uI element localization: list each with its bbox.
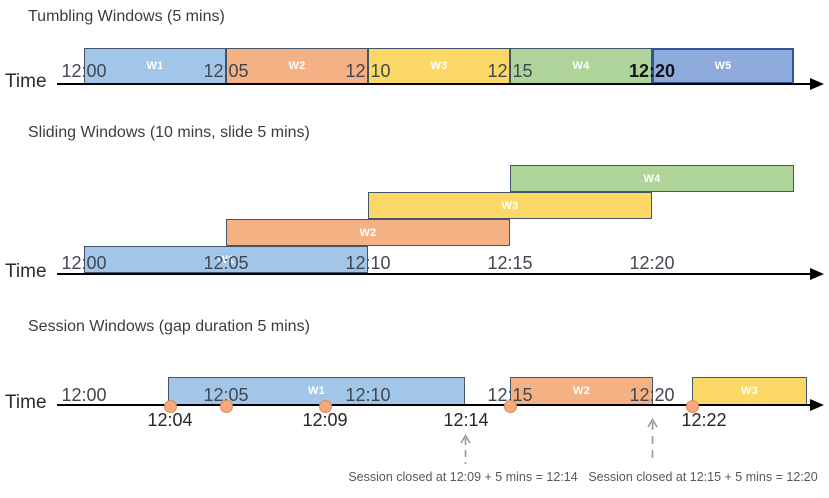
session-window-w3-label: W3 xyxy=(740,385,759,397)
event-dot-1222 xyxy=(686,400,699,413)
session-window-w1: W1 xyxy=(168,377,465,405)
session-window-w1-label: W1 xyxy=(307,385,326,397)
sliding-tick-1215: 12:15 xyxy=(487,253,533,273)
event-dot-1209 xyxy=(319,400,332,413)
event-label-1214: 12:14 xyxy=(443,410,489,430)
event-label-1204: 12:04 xyxy=(147,410,193,430)
session-tick-1200: 12:00 xyxy=(61,385,107,405)
tumbling-tick-1215: 12:15 xyxy=(487,61,533,81)
sliding-window-w3: W3 xyxy=(368,192,652,219)
sliding-tick-1220: 12:20 xyxy=(629,253,675,273)
tumbling-window-w3-label: W3 xyxy=(430,60,448,72)
session-time-axis-label: Time xyxy=(5,392,47,413)
tumbling-time-axis-label: Time xyxy=(5,71,47,92)
tumbling-window-w1-label: W1 xyxy=(146,60,164,72)
session-close-arrow-2-icon xyxy=(646,417,659,469)
tumbling-timeline-arrow-icon xyxy=(810,78,824,90)
session-title: Session Windows (gap duration 5 mins) xyxy=(28,318,310,335)
session-window-w2-label: W2 xyxy=(572,385,591,397)
sliding-window-w1-label: W1 xyxy=(217,253,235,266)
session-timeline xyxy=(57,404,810,406)
session-tick-1205: 12:05 xyxy=(203,385,249,405)
tumbling-tick-1210: 12:10 xyxy=(345,61,391,81)
sliding-window-w1: W1 xyxy=(84,246,368,273)
tumbling-title: Tumbling Windows (5 mins) xyxy=(28,8,225,25)
tumbling-timeline xyxy=(57,83,810,85)
tumbling-window-w5: W5 xyxy=(652,48,794,84)
event-label-1209: 12:09 xyxy=(302,410,348,430)
tumbling-tick-1200: 12:00 xyxy=(61,61,107,81)
sliding-time-axis-label: Time xyxy=(5,261,47,282)
tumbling-tick-1205: 12:05 xyxy=(203,61,249,81)
tumbling-tick-1220: 12:20 xyxy=(628,61,676,81)
event-dot-1215 xyxy=(504,400,517,413)
sliding-window-w4-label: W4 xyxy=(643,172,661,185)
session-tick-1220: 12:20 xyxy=(629,385,675,405)
sliding-timeline-arrow-icon xyxy=(810,268,824,280)
session-window-w2: W2 xyxy=(510,377,653,405)
session-tick-1215: 12:15 xyxy=(487,385,533,405)
session-close-annotation-2: Session closed at 12:15 + 5 mins = 12:20 xyxy=(588,470,818,484)
event-dot-1204 xyxy=(164,400,177,413)
event-dot-1205 xyxy=(220,400,233,413)
tumbling-window-w3: W3 xyxy=(368,48,510,84)
sliding-title: Sliding Windows (10 mins, slide 5 mins) xyxy=(28,124,310,141)
tumbling-window-w5-label: W5 xyxy=(714,60,732,72)
session-timeline-arrow-icon xyxy=(810,399,824,411)
sliding-tick-1200: 12:00 xyxy=(61,253,107,273)
sliding-window-w3-label: W3 xyxy=(501,199,519,212)
sliding-window-w2: W2 xyxy=(226,219,510,246)
session-tick-1210: 12:10 xyxy=(345,385,391,405)
event-label-1222: 12:22 xyxy=(681,410,727,430)
sliding-tick-1210: 12:10 xyxy=(345,253,391,273)
session-close-annotation-1: Session closed at 12:09 + 5 mins = 12:14 xyxy=(348,470,578,484)
sliding-window-w2-label: W2 xyxy=(359,226,377,239)
tumbling-window-w2-label: W2 xyxy=(288,60,306,72)
tumbling-window-w4-label: W4 xyxy=(572,60,590,72)
sliding-tick-1205: 12:05 xyxy=(203,253,249,273)
sliding-timeline xyxy=(57,273,810,275)
tumbling-window-w1: W1 xyxy=(84,48,226,84)
session-window-w3: W3 xyxy=(692,377,807,405)
sliding-window-w4: W4 xyxy=(510,165,794,192)
session-close-arrow-1-icon xyxy=(459,433,472,469)
